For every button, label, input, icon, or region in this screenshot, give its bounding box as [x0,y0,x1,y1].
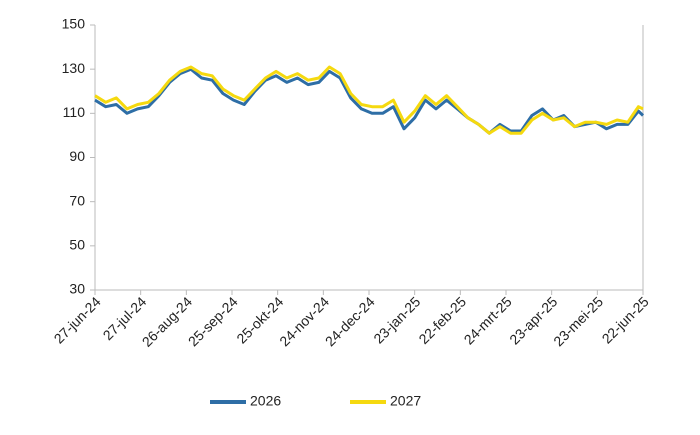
y-tick-label: 130 [62,60,86,76]
x-tick-label: 22-feb-25 [415,293,469,347]
y-tick-label: 110 [63,104,86,120]
x-tick-label: 27-jun-24 [51,293,104,346]
series-line [94,67,645,135]
series-line [94,65,644,135]
x-tick-label: 25-sep-24 [185,293,241,349]
x-tick-label: 22-jun-25 [599,293,652,346]
y-tick-label: 70 [69,192,85,208]
legend-label: 2026 [250,393,281,409]
legend-label: 2027 [390,393,421,409]
x-tick-label: 26-aug-24 [139,293,196,350]
y-tick-label: 150 [62,16,86,32]
x-tick-label: 23-mei-25 [550,293,606,349]
x-tick-label: 23-jan-25 [370,293,423,346]
x-tick-label: 24-mrt-25 [461,293,515,347]
y-tick-label: 30 [69,281,85,297]
x-tick-label: 24-dec-24 [322,293,378,349]
y-tick-label: 50 [69,237,85,253]
y-tick-label: 90 [69,148,85,164]
